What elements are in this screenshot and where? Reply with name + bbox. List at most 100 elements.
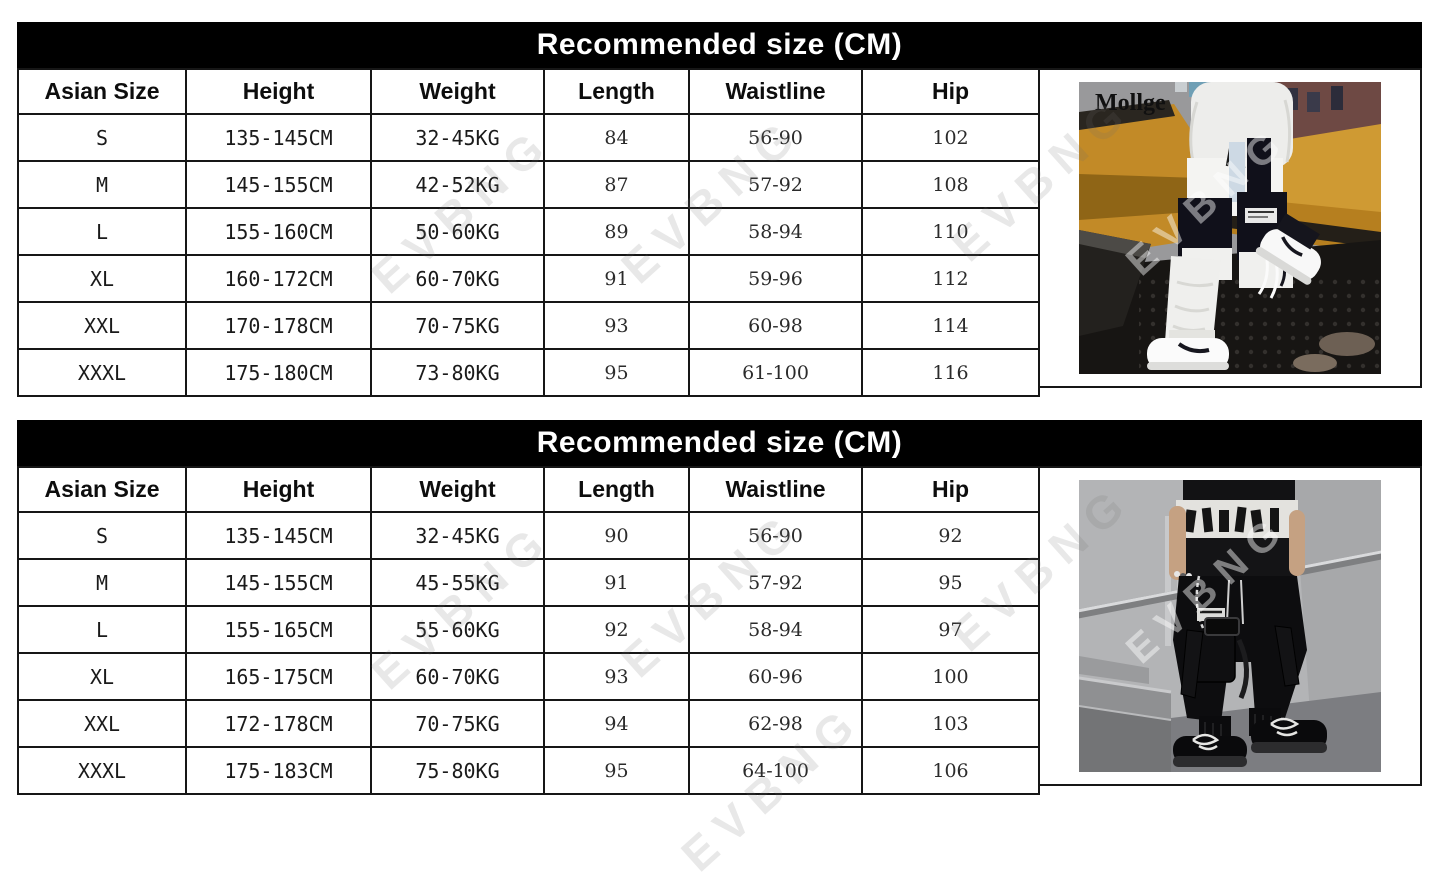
- table-cell: XXL: [17, 699, 187, 748]
- table-row: XL 160-172CM 60-70KG 91 59-96 112: [17, 254, 1040, 303]
- table-cell: 73-80KG: [370, 348, 545, 397]
- column-header-length: Length: [543, 68, 690, 115]
- table-cell: 56-90: [688, 511, 863, 560]
- column-header-asian-size: Asian Size: [17, 466, 187, 513]
- table-row: XXXL 175-180CM 73-80KG 95 61-100 116: [17, 348, 1040, 397]
- table-cell: 50-60KG: [370, 207, 545, 256]
- product-photo-cell: EVBNG: [1038, 466, 1422, 786]
- table-cell: 70-75KG: [370, 699, 545, 748]
- table-cell: 97: [861, 605, 1040, 654]
- table-cell: 42-52KG: [370, 160, 545, 209]
- table-cell: 155-160CM: [185, 207, 372, 256]
- table-cell: 89: [543, 207, 690, 256]
- column-header-height: Height: [185, 68, 372, 115]
- table-cell: 57-92: [688, 558, 863, 607]
- table-cell: 95: [543, 746, 690, 795]
- table-cell: 94: [543, 699, 690, 748]
- size-table: Asian Size Height Weight Length Waistlin…: [17, 68, 1040, 397]
- table-cell: XXXL: [17, 746, 187, 795]
- table-cell: 32-45KG: [370, 511, 545, 560]
- table-cell: 92: [543, 605, 690, 654]
- table-cell: 60-70KG: [370, 254, 545, 303]
- table-cell: 55-60KG: [370, 605, 545, 654]
- table-cell: 60-70KG: [370, 652, 545, 701]
- table-cell: XXXL: [17, 348, 187, 397]
- column-header-hip: Hip: [861, 68, 1040, 115]
- table-cell: 175-180CM: [185, 348, 372, 397]
- column-header-waistline: Waistline: [688, 68, 863, 115]
- table-row: XXL 172-178CM 70-75KG 94 62-98 103: [17, 699, 1040, 748]
- table-cell: XL: [17, 254, 187, 303]
- column-header-asian-size: Asian Size: [17, 68, 187, 115]
- table-cell: 116: [861, 348, 1040, 397]
- table-cell: 84: [543, 113, 690, 162]
- table-cell: 135-145CM: [185, 113, 372, 162]
- table-cell: 45-55KG: [370, 558, 545, 607]
- table-cell: 175-183CM: [185, 746, 372, 795]
- column-header-weight: Weight: [370, 466, 545, 513]
- product-photo-white-pants: [1079, 82, 1381, 374]
- table-cell: 106: [861, 746, 1040, 795]
- table-row: M 145-155CM 45-55KG 91 57-92 95: [17, 558, 1040, 607]
- table-cell: 91: [543, 558, 690, 607]
- table-cell: L: [17, 207, 187, 256]
- table-cell: 75-80KG: [370, 746, 545, 795]
- table-row: S 135-145CM 32-45KG 84 56-90 102: [17, 113, 1040, 162]
- table-cell: 172-178CM: [185, 699, 372, 748]
- table-cell: 103: [861, 699, 1040, 748]
- table-cell: XXL: [17, 301, 187, 350]
- table-row: XXL 170-178CM 70-75KG 93 60-98 114: [17, 301, 1040, 350]
- size-chart-top: Recommended size (CM) Asian Size Height …: [17, 22, 1422, 397]
- column-header-length: Length: [543, 466, 690, 513]
- table-cell: 95: [861, 558, 1040, 607]
- table-cell: 155-165CM: [185, 605, 372, 654]
- table-cell: 102: [861, 113, 1040, 162]
- table-cell: 60-98: [688, 301, 863, 350]
- table-cell: S: [17, 511, 187, 560]
- table-cell: 32-45KG: [370, 113, 545, 162]
- table-cell: 70-75KG: [370, 301, 545, 350]
- table-row: M 145-155CM 42-52KG 87 57-92 108: [17, 160, 1040, 209]
- table-cell: 92: [861, 511, 1040, 560]
- table-cell: 160-172CM: [185, 254, 372, 303]
- column-header-hip: Hip: [861, 466, 1040, 513]
- chart-title: Recommended size (CM): [17, 420, 1422, 466]
- table-cell: 114: [861, 301, 1040, 350]
- table-cell: 165-175CM: [185, 652, 372, 701]
- table-cell: 93: [543, 301, 690, 350]
- table-cell: 58-94: [688, 605, 863, 654]
- table-cell: 93: [543, 652, 690, 701]
- table-cell: XL: [17, 652, 187, 701]
- size-table: Asian Size Height Weight Length Waistlin…: [17, 466, 1040, 795]
- table-cell: 59-96: [688, 254, 863, 303]
- column-header-height: Height: [185, 466, 372, 513]
- table-row: XXXL 175-183CM 75-80KG 95 64-100 106: [17, 746, 1040, 795]
- table-cell: 62-98: [688, 699, 863, 748]
- size-chart-bottom: Recommended size (CM) Asian Size Height …: [17, 420, 1422, 795]
- table-cell: 135-145CM: [185, 511, 372, 560]
- table-cell: 90: [543, 511, 690, 560]
- table-cell: 110: [861, 207, 1040, 256]
- table-cell: 61-100: [688, 348, 863, 397]
- table-cell: 57-92: [688, 160, 863, 209]
- table-cell: 145-155CM: [185, 558, 372, 607]
- table-cell: 100: [861, 652, 1040, 701]
- column-header-waistline: Waistline: [688, 466, 863, 513]
- table-cell: S: [17, 113, 187, 162]
- table-cell: 87: [543, 160, 690, 209]
- table-cell: 112: [861, 254, 1040, 303]
- table-cell: 95: [543, 348, 690, 397]
- table-row: XL 165-175CM 60-70KG 93 60-96 100: [17, 652, 1040, 701]
- table-row: L 155-160CM 50-60KG 89 58-94 110: [17, 207, 1040, 256]
- header-row: Asian Size Height Weight Length Waistlin…: [17, 466, 1040, 513]
- table-cell: M: [17, 558, 187, 607]
- table-cell: L: [17, 605, 187, 654]
- column-header-weight: Weight: [370, 68, 545, 115]
- table-cell: 108: [861, 160, 1040, 209]
- product-photo-black-pants: [1079, 480, 1381, 772]
- table-cell: 170-178CM: [185, 301, 372, 350]
- table-cell: 145-155CM: [185, 160, 372, 209]
- table-cell: 58-94: [688, 207, 863, 256]
- table-cell: 64-100: [688, 746, 863, 795]
- table-cell: 91: [543, 254, 690, 303]
